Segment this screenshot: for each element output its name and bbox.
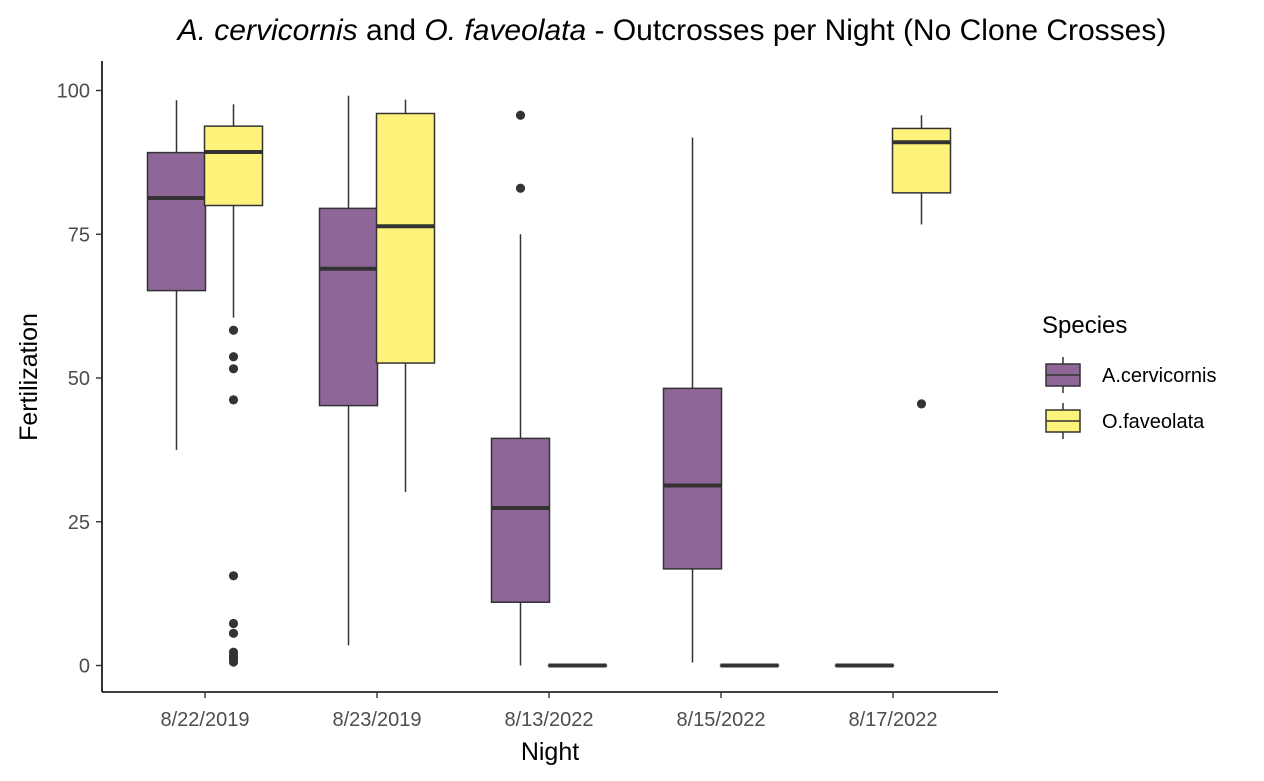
box-group: [146, 100, 207, 450]
x-tick-label: 8/23/2019: [333, 709, 422, 731]
outlier-point: [916, 399, 927, 409]
y-tick-label: 50: [68, 368, 90, 390]
chart-title-species: O. faveolata: [424, 14, 586, 47]
box: [203, 125, 264, 207]
outlier-point: [228, 352, 239, 362]
y-tick-label: 75: [68, 224, 90, 246]
box: [375, 112, 436, 364]
outlier-point: [515, 183, 526, 193]
y-tick-label: 0: [79, 656, 90, 678]
box: [891, 127, 952, 194]
outlier-point: [515, 110, 526, 120]
box-group: [662, 137, 723, 663]
y-axis-title: Fertilization: [15, 313, 43, 441]
box-group: [375, 99, 436, 492]
outlier-point: [228, 571, 239, 581]
box-group: [318, 95, 379, 646]
x-axis-title: Night: [521, 738, 579, 766]
box-group: [891, 115, 952, 409]
outlier-point: [228, 395, 239, 405]
outlier-point: [228, 657, 239, 667]
box-group: [203, 104, 264, 667]
x-tick-label: 8/22/2019: [161, 709, 250, 731]
box: [662, 387, 723, 570]
legend-title: Species: [1042, 312, 1127, 339]
box-group: [490, 110, 551, 666]
chart-title-text: and: [358, 14, 425, 47]
plot-area: [146, 95, 952, 668]
box: [490, 437, 551, 603]
outlier-point: [228, 364, 239, 374]
box: [318, 207, 379, 407]
x-tick-label: 8/13/2022: [505, 709, 594, 731]
chart-title: A. cervicornis and O. faveolata - Outcro…: [176, 14, 1167, 47]
chart-title-species: A. cervicornis: [176, 14, 358, 47]
legend-label: A.cervicornis: [1102, 365, 1216, 387]
x-tick-label: 8/17/2022: [849, 709, 938, 731]
chart-title-text: - Outcrosses per Night (No Clone Crosses…: [586, 14, 1166, 47]
axis-ticks: 0 25 50 75 100 8/22/2019 8/23/2019 8/13/2022 8/1…: [57, 81, 938, 732]
outlier-point: [228, 618, 239, 629]
outlier-point: [228, 325, 239, 335]
legend: Species A.cervicornis O.faveolata: [1042, 312, 1216, 439]
outlier-point: [228, 628, 239, 638]
legend-label: O.faveolata: [1102, 411, 1205, 433]
y-tick-label: 25: [68, 512, 90, 534]
box: [146, 151, 207, 292]
x-tick-label: 8/15/2022: [677, 709, 766, 731]
y-tick-label: 100: [57, 81, 90, 103]
